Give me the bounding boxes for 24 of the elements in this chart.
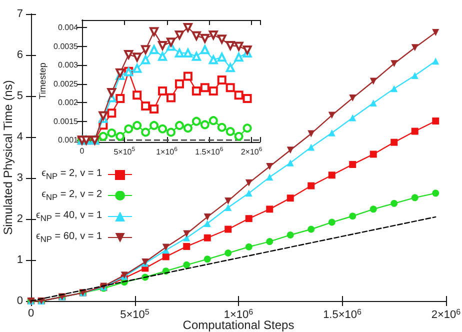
y-axis-title: Timestep: [38, 62, 48, 100]
y-tick-label: 0.002: [58, 98, 79, 108]
x-axis-title: Computational Steps: [182, 318, 294, 332]
y-tick-label: 4: [16, 131, 23, 143]
y-tick-label: 0.0035: [54, 42, 79, 51]
y-tick-label: 0.003: [58, 60, 79, 70]
y-tick-label: 2: [16, 213, 23, 225]
y-tick-label: 0.004: [58, 23, 79, 32]
legend-label: ϵ$_{NP}$ = 60, v = 1: [36, 230, 102, 244]
legend-label: ϵ$_{NP}$ = 2, v = 1: [42, 168, 102, 182]
x-tick-label: 0: [28, 308, 34, 320]
y-tick-label: 3: [16, 172, 23, 184]
legend-label: ϵ$_{NP}$ = 2, v = 2: [42, 188, 102, 202]
y-tick-label: 1: [16, 254, 23, 266]
y-tick-label: 0.0015: [54, 116, 79, 126]
y-tick-label: 0.0025: [54, 79, 79, 88]
legend-label: ϵ$_{NP}$ = 40, v = 1: [36, 210, 102, 224]
y-tick-label: 7: [16, 8, 23, 20]
y-tick-label: 5: [16, 90, 23, 102]
y-tick-label: 0: [16, 295, 23, 307]
y-tick-label: 6: [16, 49, 23, 61]
y-tick-label: 0.001: [58, 136, 79, 145]
y-axis-title: Simulated Physical Time (ns): [1, 80, 15, 235]
x-tick-label: 0: [80, 146, 85, 156]
